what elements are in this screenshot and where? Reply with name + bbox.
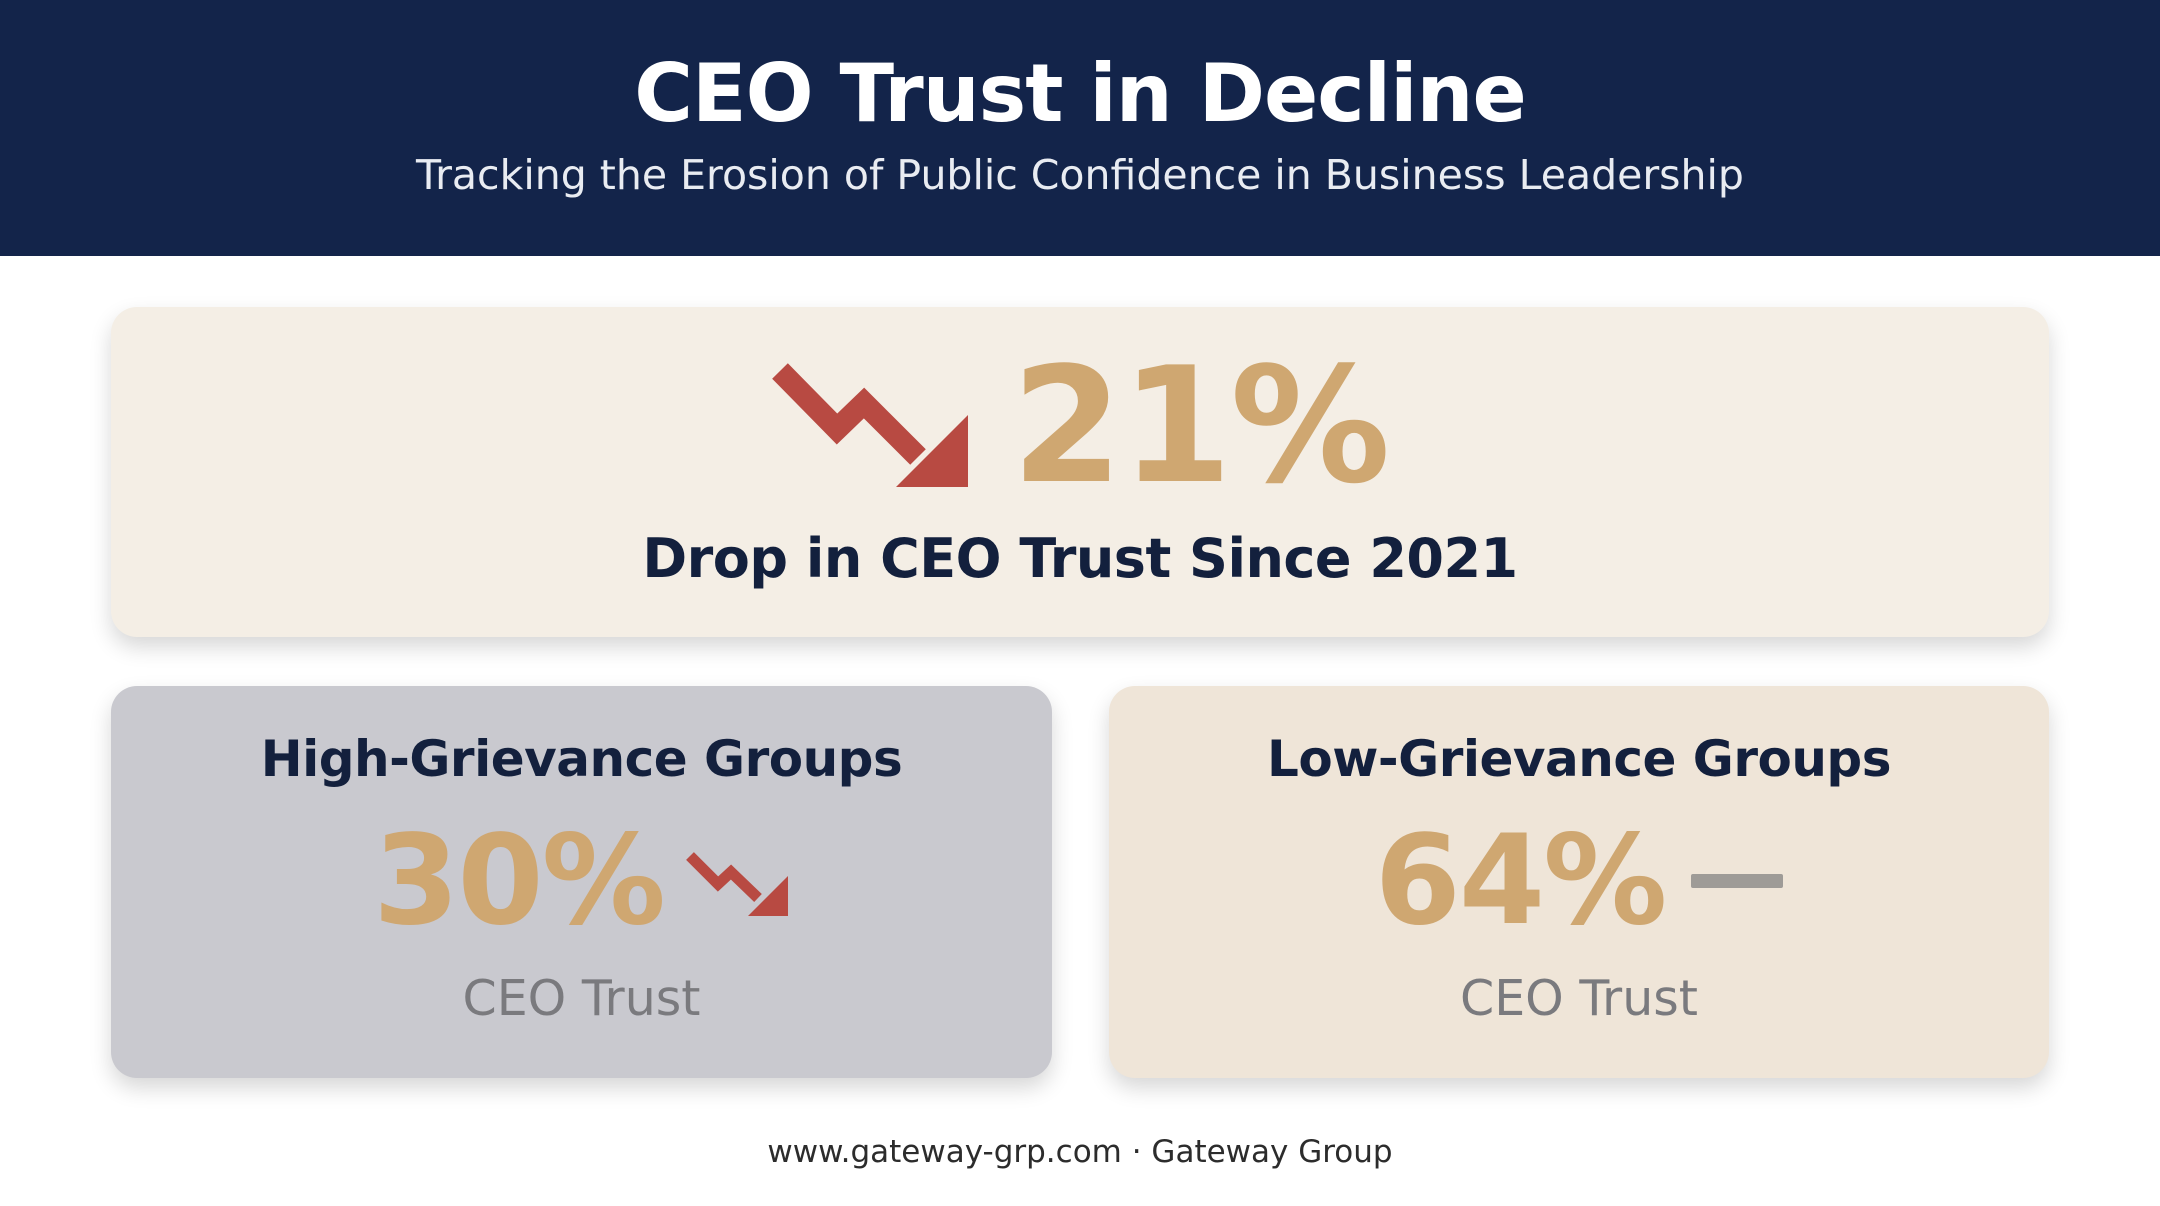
low-grievance-label: CEO Trust [1460,970,1698,1027]
high-grievance-value: 30% [373,809,666,953]
footer-credit: www.gateway-grp.com · Gateway Group [767,1134,1393,1170]
headline-stat-row: 21% [111,332,2049,519]
high-grievance-card: High-Grievance Groups 30% CEO Trust [111,686,1052,1078]
low-grievance-card: Low-Grievance Groups 64% CEO Trust [1109,686,2049,1078]
trend-down-arrow-icon [686,852,788,916]
low-grievance-title: Low-Grievance Groups [1267,730,1891,788]
headline-stat-card: 21% Drop in CEO Trust Since 2021 [111,307,2049,637]
flat-dash-icon [1691,874,1784,888]
page-subtitle: Tracking the Erosion of Public Confidenc… [416,151,1744,199]
trend-down-arrow-icon [771,363,968,487]
headline-stat-caption: Drop in CEO Trust Since 2021 [642,527,1518,590]
low-grievance-stat-row: 64% [1109,816,2049,946]
low-grievance-value: 64% [1374,809,1668,953]
high-grievance-title: High-Grievance Groups [260,730,903,788]
high-grievance-stat-row: 30% [111,816,1052,946]
page-title: CEO Trust in Decline [634,47,1526,140]
headline-stat-value: 21% [1011,332,1391,519]
header-banner: CEO Trust in Decline Tracking the Erosio… [0,0,2160,256]
high-grievance-label: CEO Trust [462,970,701,1027]
